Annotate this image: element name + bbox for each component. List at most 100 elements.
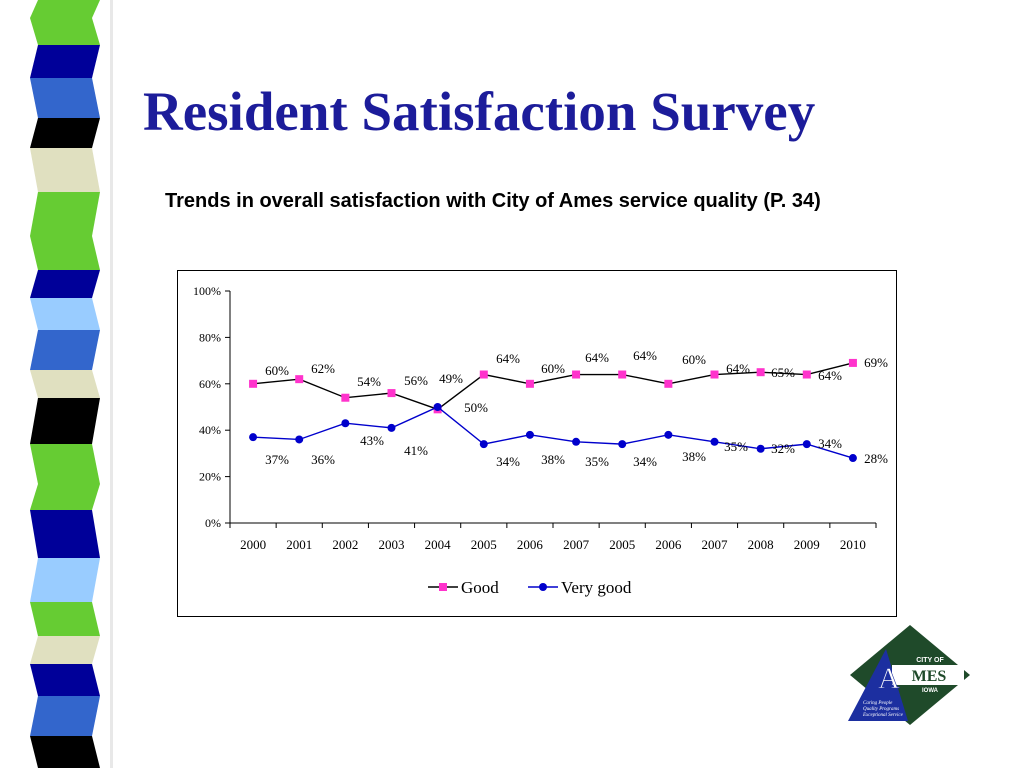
city-of-ames-logo: CITY OF A MES IOWA Caring People Quality… [848, 625, 970, 725]
x-tick-label: 2006 [655, 537, 682, 552]
good-data-label: 60% [265, 363, 289, 378]
stripe-band [30, 78, 100, 118]
x-tick-label: 2006 [517, 537, 544, 552]
good-data-label: 64% [496, 351, 520, 366]
x-tick-label: 2003 [379, 537, 405, 552]
y-tick-label: 100% [193, 284, 221, 298]
very-good-marker [710, 437, 719, 446]
very-good-marker [756, 444, 765, 453]
x-tick-label: 2010 [840, 537, 866, 552]
good-data-label: 56% [404, 373, 428, 388]
chart-frame: 0% 20% 40% 60% 80% 100% 2000 2001 2002 2003 2004 20… [177, 270, 897, 617]
stripe-band [30, 0, 100, 18]
x-tick-label: 2002 [332, 537, 358, 552]
stripe-band [30, 696, 100, 736]
stripe-band [30, 298, 100, 330]
stripe-band [30, 636, 100, 664]
good-marker [848, 358, 857, 367]
slide-title: Resident Satisfaction Survey [143, 81, 816, 142]
good-marker [295, 375, 304, 384]
stripe-band [30, 558, 100, 602]
stripe-band [30, 736, 100, 768]
good-data-label: 64% [633, 348, 657, 363]
stripe-band [30, 484, 100, 510]
very-good-data-label: 38% [541, 452, 565, 467]
very-good-marker [664, 430, 673, 439]
good-data-label: 65% [771, 365, 795, 380]
logo-state: IOWA [922, 688, 939, 694]
good-data-label: 49% [439, 371, 463, 386]
stripe-band [30, 236, 100, 270]
x-tick-label: 2001 [286, 537, 312, 552]
very-good-data-label: 35% [724, 439, 748, 454]
good-marker [525, 379, 534, 388]
good-data-label: 62% [311, 361, 335, 376]
very-good-marker [572, 437, 581, 446]
good-marker [664, 379, 673, 388]
x-tick-label: 2007 [563, 537, 590, 552]
logo-top-text: CITY OF [916, 657, 944, 664]
good-marker [341, 393, 350, 402]
good-data-label: 60% [682, 352, 706, 367]
x-tick-label: 2004 [425, 537, 452, 552]
legend-very-good-label: Very good [561, 578, 632, 597]
line-chart: 0% 20% 40% 60% 80% 100% 2000 2001 2002 2003 2004 20… [193, 284, 888, 597]
y-tick-label: 80% [199, 330, 221, 344]
stripe-band [30, 118, 100, 148]
stripe-band [30, 330, 100, 370]
very-good-data-label: 32% [771, 441, 795, 456]
logo-tagline-1: Caring People [863, 701, 893, 706]
x-tick-label: 2009 [794, 537, 820, 552]
stripe-edge [110, 0, 113, 768]
y-tick-label: 40% [199, 423, 221, 437]
good-data-label: 60% [541, 361, 565, 376]
very-good-marker [295, 435, 304, 444]
good-data-label: 64% [726, 361, 750, 376]
very-good-data-label: 34% [496, 454, 520, 469]
very-good-marker [433, 403, 442, 411]
logo-name-rest: MES [912, 668, 947, 685]
logo-tagline-2: Quality Programs [863, 707, 899, 712]
stripe-band [30, 398, 100, 444]
stripe-band [30, 664, 100, 696]
very-good-data-label: 41% [404, 443, 428, 458]
x-tick-label: 2005 [471, 537, 497, 552]
x-tick-label: 2005 [609, 537, 635, 552]
logo-tagline-3: Exceptional Service [862, 713, 904, 718]
y-tick-label: 0% [205, 516, 221, 530]
very-good-marker [387, 423, 396, 432]
logo-initial: A [878, 662, 900, 695]
very-good-marker [525, 430, 534, 439]
logo-name-band [892, 665, 964, 685]
y-tick-label: 20% [199, 470, 221, 484]
legend-good-marker [439, 583, 447, 591]
chart-subtitle: Trends in overall satisfaction with City… [165, 190, 821, 212]
good-marker [710, 370, 719, 379]
stripe-band [30, 602, 100, 636]
very-good-data-label: 37% [265, 452, 289, 467]
very-good-data-label: 35% [585, 454, 609, 469]
logo-blue-triangle [848, 649, 908, 721]
stripe-band [30, 444, 100, 484]
very-good-data-label: 38% [682, 449, 706, 464]
x-tick-label: 2007 [702, 537, 729, 552]
good-marker [249, 379, 258, 388]
legend-good-label: Good [461, 578, 499, 597]
good-data-label: 64% [818, 368, 842, 383]
decorative-stripe [30, 0, 113, 768]
good-marker [387, 389, 396, 398]
very-good-marker [479, 440, 488, 449]
good-marker [479, 370, 488, 379]
stripe-band [30, 270, 100, 298]
very-good-data-label: 34% [818, 436, 842, 451]
x-tick-label: 2000 [240, 537, 266, 552]
good-marker [756, 368, 765, 377]
good-marker [572, 370, 581, 379]
x-tick-label: 2008 [748, 537, 774, 552]
stripe-band [30, 370, 100, 398]
good-marker [802, 370, 811, 379]
very-good-data-label: 34% [633, 454, 657, 469]
very-good-series-line [253, 406, 854, 459]
stripe-band [30, 148, 100, 192]
very-good-data-label: 28% [864, 451, 888, 466]
